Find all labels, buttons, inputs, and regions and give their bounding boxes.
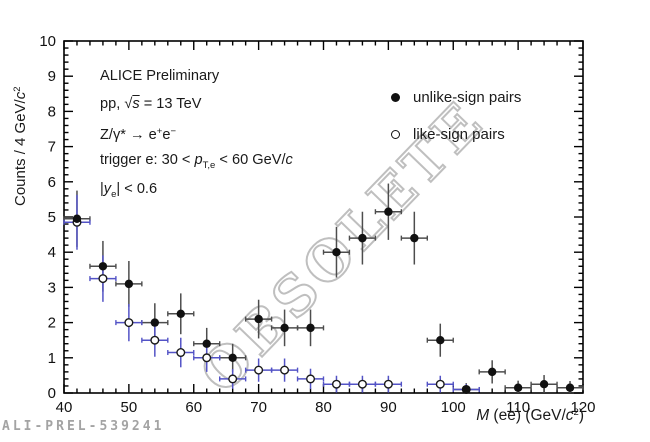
text-segment: c [12, 91, 29, 100]
annotation-collision-energy: pp, √s = 13 TeV [100, 95, 201, 113]
text-segment: | [100, 180, 104, 197]
data-point-like-sign [331, 379, 341, 389]
data-point-like-sign [202, 353, 212, 363]
data-point-unlike-sign [384, 207, 393, 216]
y-axis-tick-label: 1 [48, 350, 56, 367]
data-point-unlike-sign [228, 353, 237, 362]
data-point-unlike-sign [358, 233, 367, 243]
data-point-unlike-sign [72, 214, 82, 223]
text-segment: 2 [12, 86, 23, 92]
text-segment: = 13 TeV [139, 95, 202, 112]
x-axis-title: M (ee) (GeV/c2) [476, 407, 584, 425]
y-axis-tick-label: 4 [48, 244, 56, 261]
data-point-unlike-sign [332, 248, 341, 257]
data-point-unlike-sign [202, 339, 211, 348]
data-point-like-sign [306, 374, 316, 384]
x-axis-tick-label: 120 [570, 399, 595, 416]
y-axis-tick-label: 3 [48, 279, 56, 296]
data-point-like-sign [254, 365, 264, 375]
x-axis-tick-label: 50 [121, 399, 138, 416]
y-axis-tick-label: 5 [48, 209, 56, 226]
text-segment: e [162, 126, 171, 143]
data-point-unlike-sign [410, 233, 419, 243]
y-axis-tick-label: 0 [48, 385, 56, 402]
annotation-trigger: trigger e: 30 < pT,e < 60 GeV/c [100, 151, 293, 175]
text-segment: s [132, 95, 140, 112]
open-circle-icon [391, 130, 400, 139]
legend-entry-like-sign: like-sign pairs [391, 126, 505, 143]
text-segment: M [476, 407, 490, 424]
legend-label: unlike-sign pairs [413, 89, 522, 106]
data-point-like-sign [98, 274, 108, 284]
text-segment: c [565, 407, 574, 424]
data-point-unlike-sign [462, 385, 471, 394]
annotation-alice-preliminary: ALICE Preliminary [100, 67, 219, 85]
text-segment: Counts / 4 GeV/ [12, 99, 29, 206]
data-point-unlike-sign [306, 323, 315, 333]
legend-entry-unlike-sign: unlike-sign pairs [391, 89, 521, 106]
x-axis-tick-label: 90 [380, 399, 397, 416]
data-point-unlike-sign [513, 383, 523, 392]
y-axis-tick-label: 8 [48, 103, 56, 120]
y-axis-tick-label: 9 [48, 68, 56, 85]
x-axis-tick-label: 40 [56, 399, 73, 416]
text-segment: T,e [202, 159, 216, 171]
x-axis-tick-label: 110 [506, 399, 530, 416]
text-segment: Z/γ* → e [100, 126, 157, 143]
data-point-unlike-sign [176, 309, 185, 318]
text-segment: | < 0.6 [116, 180, 158, 197]
data-point-like-sign [357, 379, 367, 389]
data-point-like-sign [435, 379, 445, 389]
text-segment: − [170, 125, 177, 137]
data-point-unlike-sign [436, 336, 445, 345]
data-point-unlike-sign [565, 383, 575, 392]
figure-id-label: ALI-PREL-539241 [2, 419, 165, 434]
text-segment: (ee) (GeV/ [489, 407, 566, 424]
text-segment: √ [124, 95, 133, 112]
data-point-unlike-sign [124, 279, 134, 289]
x-axis-tick-label: 70 [250, 399, 267, 416]
data-point-like-sign [176, 348, 186, 358]
data-point-like-sign [280, 365, 290, 375]
y-axis-tick-label: 10 [39, 33, 56, 50]
text-segment: ) [578, 407, 584, 424]
data-point-unlike-sign [539, 380, 549, 389]
filled-circle-icon [391, 93, 400, 102]
y-axis-tick-label: 6 [48, 174, 56, 191]
text-segment: trigger e: 30 < [100, 151, 195, 168]
x-axis-tick-label: 60 [185, 399, 202, 416]
data-point-like-sign [383, 379, 393, 389]
text-segment: ALICE Preliminary [100, 68, 220, 84]
y-axis-tick-label: 2 [48, 315, 56, 332]
text-segment: p [194, 151, 203, 168]
data-point-unlike-sign [254, 314, 263, 324]
data-point-unlike-sign [280, 323, 289, 333]
data-point-unlike-sign [487, 367, 497, 377]
text-segment: e [111, 188, 117, 200]
annotation-rapidity-cut: |ye| < 0.6 [100, 180, 157, 204]
text-segment: 2 [573, 407, 579, 418]
data-point-like-sign [124, 318, 134, 328]
legend-label: like-sign pairs [413, 126, 505, 143]
data-point-like-sign [150, 335, 160, 345]
y-axis-tick-label: 7 [48, 139, 56, 156]
text-segment: pp, [100, 95, 125, 112]
text-segment: < 60 GeV/ [215, 151, 286, 168]
text-segment: y [103, 180, 112, 197]
x-axis-tick-label: 100 [441, 399, 466, 416]
data-point-unlike-sign [98, 262, 108, 271]
text-segment: + [156, 125, 163, 137]
x-axis-tick-label: 80 [315, 399, 332, 416]
data-point-unlike-sign [150, 318, 160, 327]
data-point-like-sign [228, 374, 238, 384]
text-segment: c [285, 151, 293, 168]
y-axis-title: Counts / 4 GeV/c2 [12, 86, 29, 206]
annotation-process: Z/γ* → e+e− [100, 123, 176, 144]
